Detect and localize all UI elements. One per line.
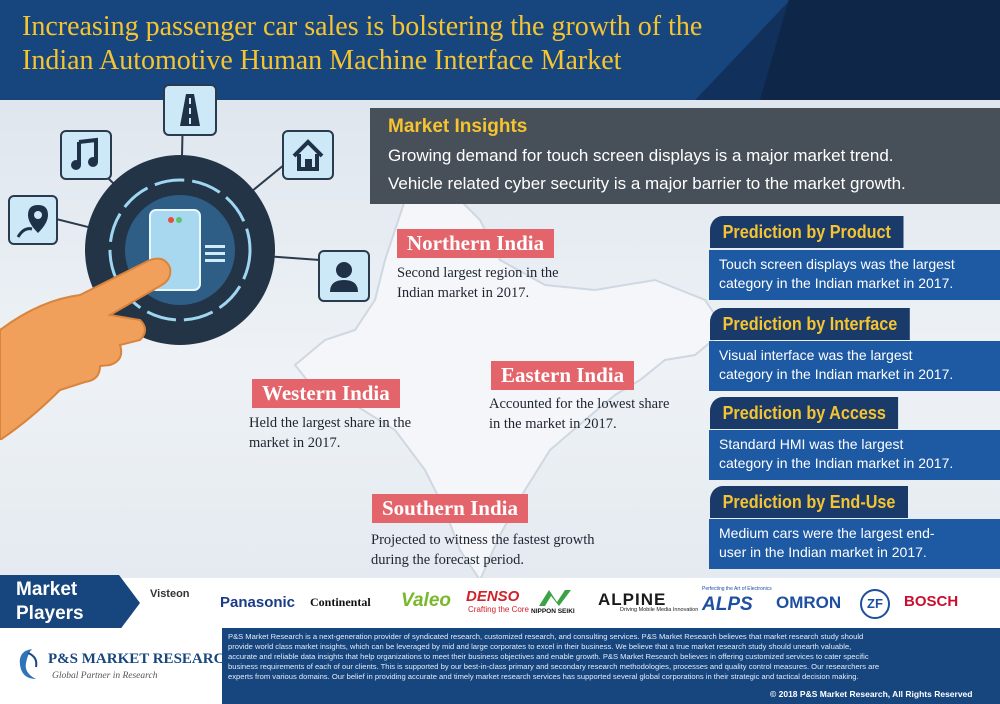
logo-alpine: ALPINE xyxy=(598,590,667,609)
market-players-tag xyxy=(0,575,140,631)
region-text-line: Second largest region in the xyxy=(397,265,559,281)
prediction-body-product: Touch screen displays was the largest ca… xyxy=(709,250,1000,300)
logo-valeo: Valeo xyxy=(401,590,451,611)
footer-line: accurate and reliable data insights that… xyxy=(228,652,869,661)
logo-continental: Continental xyxy=(310,595,371,609)
footer-line: business requirements of each of our cli… xyxy=(228,662,880,671)
region-text-southern: Projected to witness the fastest growth … xyxy=(371,530,595,570)
footer-line: P&S Market Research is a next-generation… xyxy=(228,632,864,641)
user-icon xyxy=(318,250,370,302)
footer-about-panel xyxy=(222,628,1000,704)
prediction-line: Touch screen displays was the largest xyxy=(719,256,955,272)
market-insight-item: Vehicle related cyber security is a majo… xyxy=(388,174,906,193)
copyright-text: © 2018 P&S Market Research, All Rights R… xyxy=(770,689,973,699)
map-pin-icon xyxy=(8,195,58,245)
footer-line: experts from various domains. Our belief… xyxy=(228,672,859,681)
market-players-label-line: Market xyxy=(16,579,78,600)
prediction-line: category in the Indian market in 2017. xyxy=(719,366,954,382)
prediction-line: category in the Indian market in 2017. xyxy=(719,455,954,471)
logo-alpine-tagline: Driving Mobile Media Innovation xyxy=(620,607,699,613)
market-insight-item: Growing demand for touch screen displays… xyxy=(388,146,894,165)
logo-visteon: Visteon xyxy=(150,588,190,600)
region-label-eastern: Eastern India xyxy=(491,361,635,390)
region-text-line: Held the largest share in the xyxy=(249,415,411,431)
region-label-southern: Southern India xyxy=(372,494,528,523)
market-players-label-line: Players xyxy=(16,603,84,624)
region-label-western: Western India xyxy=(252,379,400,408)
logo-bosch: BOSCH xyxy=(904,593,959,610)
logo-nippon-seiki: NIPPON SEIKI xyxy=(531,608,575,615)
prediction-line: Medium cars were the largest end- xyxy=(719,525,935,541)
logo-zf: ZF xyxy=(860,589,890,619)
footer-line: provide world class market insights, whi… xyxy=(228,642,852,651)
region-label-northern: Northern India xyxy=(397,229,555,258)
prediction-line: Standard HMI was the largest xyxy=(719,436,904,452)
title-line-1: Increasing passenger car sales is bolste… xyxy=(22,11,703,42)
region-text-line: in the market in 2017. xyxy=(489,416,617,432)
logo-omron: OMRON xyxy=(776,593,842,612)
prediction-body-access: Standard HMI was the largest category in… xyxy=(709,430,1000,480)
logo-denso-tagline: Crafting the Core xyxy=(468,605,529,614)
prediction-title-end-use: Prediction by End-Use xyxy=(710,486,909,518)
logo-nippon-seiki-mark xyxy=(537,588,573,608)
prediction-body-interface: Visual interface was the largest categor… xyxy=(709,341,1000,391)
header-stripe xyxy=(0,0,790,100)
prediction-line: category in the Indian market in 2017. xyxy=(719,275,954,291)
prediction-line: user in the Indian market in 2017. xyxy=(719,544,927,560)
region-text-line: during the forecast period. xyxy=(371,552,525,568)
prediction-line: Visual interface was the largest xyxy=(719,347,913,363)
header-accent xyxy=(760,0,1000,100)
hmi-hub-graphic xyxy=(40,130,321,345)
market-insights-panel xyxy=(370,108,1000,204)
logo-alps: ALPS xyxy=(702,594,753,615)
region-text-eastern: Accounted for the lowest share in the ma… xyxy=(489,394,669,434)
prediction-body-end-use: Medium cars were the largest end- user i… xyxy=(709,519,1000,569)
title-line-2: Indian Automotive Human Machine Interfac… xyxy=(22,45,622,76)
home-icon xyxy=(282,130,334,180)
brand-name: P&S MARKET RESEARCH xyxy=(48,651,237,667)
region-text-line: Projected to witness the fastest growth xyxy=(371,532,595,548)
logo-denso: DENSO xyxy=(466,588,520,605)
market-players-band xyxy=(0,578,1000,628)
prediction-title-product: Prediction by Product xyxy=(710,216,904,248)
region-text-line: Accounted for the lowest share xyxy=(489,396,670,412)
region-text-line: market in 2017. xyxy=(249,435,341,451)
brand-tagline: Global Partner in Research xyxy=(52,671,158,681)
market-players-label: Market Players xyxy=(16,578,84,626)
music-note-icon xyxy=(60,130,112,180)
prediction-title-access: Prediction by Access xyxy=(710,397,899,429)
psmr-logo-icon xyxy=(14,645,44,685)
region-text-line: Indian market in 2017. xyxy=(397,285,530,301)
footer-about-text: P&S Market Research is a next-generation… xyxy=(228,632,992,682)
region-text-western: Held the largest share in the market in … xyxy=(249,413,411,453)
pointing-hand-icon xyxy=(0,257,172,440)
road-icon xyxy=(163,84,217,136)
page-title: Increasing passenger car sales is bolste… xyxy=(22,10,782,78)
market-insights-title: Market Insights xyxy=(388,116,528,137)
region-text-northern: Second largest region in the Indian mark… xyxy=(397,263,559,303)
logo-panasonic: Panasonic xyxy=(220,594,296,611)
logo-alps-tagline: Perfecting the Art of Electronics xyxy=(702,586,772,592)
prediction-title-interface: Prediction by Interface xyxy=(710,308,910,340)
